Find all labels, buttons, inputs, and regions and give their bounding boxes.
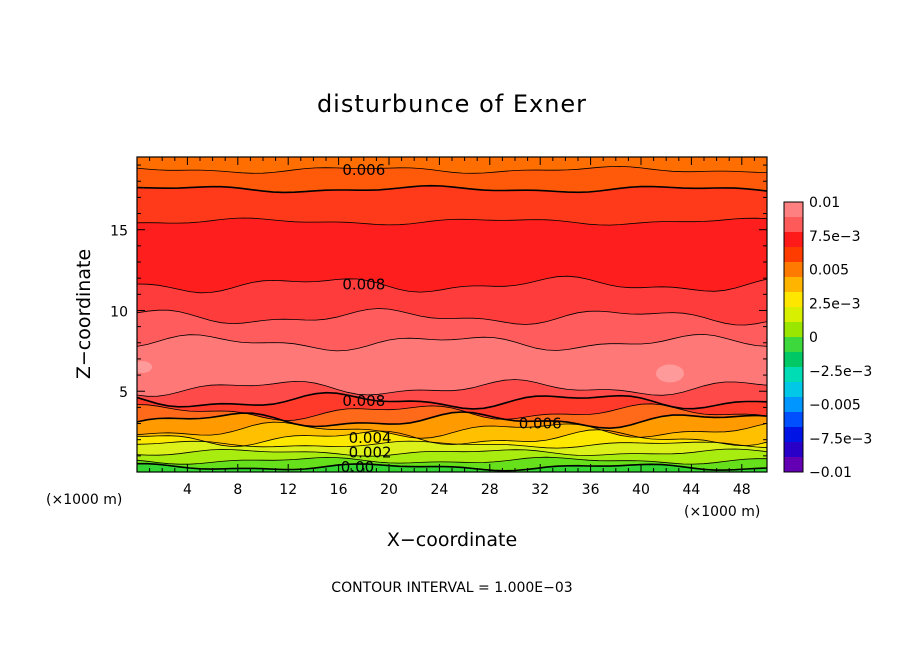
contour-line: [137, 411, 767, 430]
contour-lines: [137, 165, 767, 472]
colorbar-tick-label: −2.5e−3: [809, 364, 872, 380]
contour-label: 0.006: [519, 415, 562, 433]
colorbar-swatch: [784, 457, 803, 473]
contour-line: [137, 421, 767, 439]
x-tick-label: 4: [183, 482, 192, 498]
x-tick-label: 32: [531, 482, 549, 498]
y-tick-label: 15: [110, 224, 128, 240]
x-tick-label: 28: [481, 482, 499, 498]
x-tick-label: 44: [682, 482, 700, 498]
colorbar-swatch: [784, 442, 803, 458]
colorbar-swatch: [784, 382, 803, 398]
colorbar-swatch: [784, 247, 803, 263]
contour-label: 0.006: [342, 161, 385, 179]
colorbar-swatch: [784, 412, 803, 428]
x-tick-label: 12: [279, 482, 297, 498]
x-tick-label: 40: [632, 482, 650, 498]
colorbar-swatch: [784, 202, 803, 218]
x-axis-label: X−coordinate: [387, 529, 517, 551]
contour-line: [137, 379, 767, 397]
colorbar-swatch: [784, 217, 803, 233]
contour-line: [137, 440, 767, 449]
contour-highlight: [655, 364, 684, 383]
y-axis-unit: (×1000 m): [46, 492, 122, 508]
contour-line: [137, 429, 767, 447]
axis-ticks: [136, 157, 768, 472]
contour-line: [137, 165, 767, 174]
colorbar-tick-label: 0.005: [809, 263, 849, 279]
colorbar-tick-label: 0.01: [809, 195, 840, 211]
x-tick-label: 16: [330, 482, 348, 498]
colorbar: [783, 201, 804, 473]
colorbar-tick-label: 7.5e−3: [809, 229, 861, 245]
contour-line: [137, 333, 767, 352]
x-tick-label: 48: [733, 482, 751, 498]
colorbar-tick-label: −7.5e−3: [809, 431, 872, 447]
y-tick-label: 10: [110, 304, 128, 320]
colorbar-frame: [783, 201, 804, 473]
colorbar-swatch: [784, 397, 803, 413]
contour-highlights: [137, 361, 684, 383]
contour-fill: [137, 157, 767, 472]
contour-line: [137, 217, 767, 226]
y-tick-label: 5: [119, 385, 128, 401]
colorbar-tick-label: −0.01: [809, 465, 852, 481]
x-tick-label: 20: [380, 482, 398, 498]
contour-line: [137, 275, 767, 294]
contour-line: [137, 448, 767, 457]
contour-line: [137, 308, 767, 326]
contour-label: 0.004: [349, 429, 392, 447]
contour-band: [137, 217, 767, 294]
x-tick-label: 24: [430, 482, 448, 498]
x-tick-label: 36: [582, 482, 600, 498]
chart-title: disturbunce of Exner: [317, 90, 587, 118]
colorbar-swatch: [784, 352, 803, 368]
contour-label: 0.008: [342, 392, 385, 410]
colorbar-swatch: [784, 367, 803, 383]
x-tick-labels: 4 8 12 16 20 24 28 32 36 40 44 48: [183, 482, 751, 498]
contour-line: [137, 391, 767, 410]
contour-label: 0.00: [341, 458, 374, 476]
colorbar-tick-label: 2.5e−3: [809, 296, 861, 312]
contour-label: 0.002: [349, 444, 392, 462]
contour-line: [137, 462, 767, 472]
colorbar-swatch: [784, 232, 803, 248]
y-tick-labels: 5 10 15: [110, 224, 128, 402]
colorbar-swatch: [784, 307, 803, 323]
contour-line: [137, 456, 767, 465]
contour-label: 0.008: [342, 276, 385, 294]
y-axis-label: Z−coordinate: [73, 249, 95, 379]
colorbar-tick-label: 0: [809, 330, 818, 346]
contour-interval-note: CONTOUR INTERVAL = 1.000E−03: [331, 580, 572, 596]
colorbar-swatch: [784, 292, 803, 308]
colorbar-swatch: [784, 277, 803, 293]
colorbar-tick-label: −0.005: [809, 398, 861, 414]
colorbar-labels: 0.01 7.5e−3 0.005 2.5e−3 0 −2.5e−3 −0.005 −7.5e…: [809, 195, 872, 481]
colorbar-swatch: [784, 427, 803, 443]
colorbar-swatch: [784, 322, 803, 338]
colorbar-swatch: [784, 337, 803, 353]
x-tick-label: 8: [233, 482, 242, 498]
contour-highlight: [137, 361, 153, 373]
contour-line: [137, 184, 767, 194]
colorbar-swatch: [784, 262, 803, 278]
x-axis-unit: (×1000 m): [684, 504, 760, 520]
